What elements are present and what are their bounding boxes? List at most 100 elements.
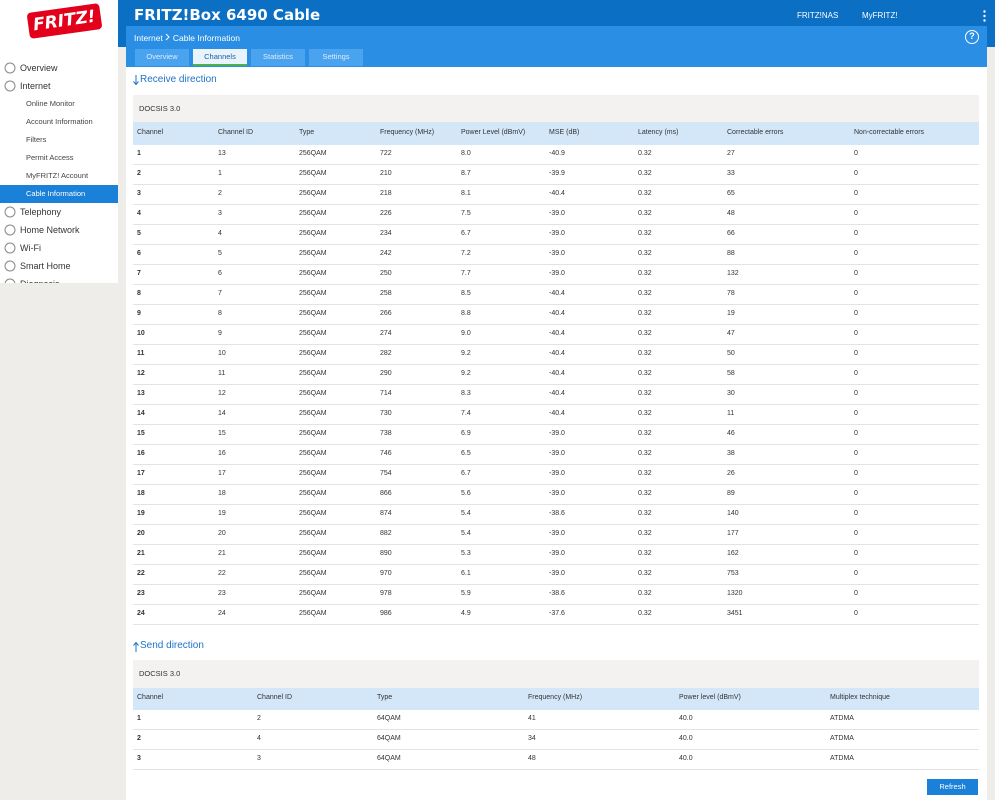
table-cell: 290 [380, 370, 392, 377]
column-header: Power level (dBmV) [679, 694, 741, 701]
table-cell: 9.0 [461, 330, 471, 337]
table-cell: -40.4 [549, 290, 565, 297]
refresh-button[interactable]: Refresh [927, 779, 978, 795]
column-header: Frequency (MHz) [528, 694, 583, 701]
table-cell: 9.2 [461, 370, 471, 377]
table-cell: 26 [727, 470, 735, 477]
table-cell: 256QAM [299, 270, 327, 277]
table-cell: 890 [380, 550, 392, 557]
table-row: 3 2 256QAM 218 8.1 -40.4 0.32 65 0 [133, 185, 979, 205]
column-header: Channel ID [218, 128, 254, 136]
table-cell: 8.7 [461, 170, 471, 177]
breadcrumb-item[interactable]: Internet [134, 33, 163, 43]
nav-item[interactable]: Overview [0, 59, 118, 77]
top-link[interactable]: FRITZ!NAS [797, 11, 839, 20]
table-cell: 970 [380, 570, 392, 577]
table-cell: 64QAM [377, 715, 401, 722]
table-cell: -39.0 [549, 550, 565, 557]
table-cell: 18 [218, 490, 226, 497]
table-cell: 89 [727, 490, 735, 497]
logo[interactable]: FRITZ! [26, 3, 103, 39]
table-cell: 9 [218, 330, 222, 337]
menu-icon[interactable] [983, 10, 986, 22]
table-row: 24 24 256QAM 986 4.9 -37.6 0.32 3451 0 [133, 605, 979, 625]
help-button[interactable]: ? [965, 30, 979, 44]
table-cell: -39.0 [549, 250, 565, 257]
table-cell: 730 [380, 410, 392, 417]
table-cell: 19 [137, 510, 145, 517]
table-cell: 6.9 [461, 430, 471, 437]
logo-area: FRITZ! [0, 0, 118, 47]
table-cell: 266 [380, 310, 392, 317]
nav-item[interactable]: Telephony [0, 203, 118, 221]
table-cell: 1 [137, 150, 141, 157]
nav-item[interactable]: Diagnosis [0, 275, 118, 283]
table-cell: 4 [218, 230, 222, 237]
table-cell: 3 [218, 210, 222, 217]
column-header: Correctable errors [727, 128, 784, 136]
section-subtitle: DOCSIS 3.0 [133, 660, 979, 688]
table-cell: 0.32 [638, 310, 652, 317]
tab[interactable]: Settings [309, 49, 363, 66]
table-cell: -39.0 [549, 450, 565, 457]
table-header: Channel Channel ID Type Frequency (MHz) Powe… [133, 688, 979, 710]
nav-item[interactable]: Permit Access [26, 153, 74, 162]
nav-item[interactable]: Cable Information [0, 185, 118, 203]
table-cell: -38.6 [549, 510, 565, 517]
table-cell: 23 [218, 590, 226, 597]
table-cell: 256QAM [299, 370, 327, 377]
table-cell: ATDMA [830, 735, 854, 742]
breadcrumb: Internet Cable Information [134, 33, 240, 43]
nav-item[interactable]: Wi-Fi [0, 239, 118, 257]
table-cell: 47 [727, 330, 735, 337]
table-cell: -39.0 [549, 270, 565, 277]
table-cell: -40.4 [549, 350, 565, 357]
table-cell: 274 [380, 330, 392, 337]
table-cell: 19 [727, 310, 735, 317]
tab[interactable]: Overview [135, 49, 189, 66]
table-row: 12 11 256QAM 290 9.2 -40.4 0.32 58 0 [133, 365, 979, 385]
table-row: 15 15 256QAM 738 6.9 -39.0 0.32 46 0 [133, 425, 979, 445]
table-cell: 753 [727, 570, 739, 577]
table-cell: 4 [257, 735, 261, 742]
table-cell: 0 [854, 390, 858, 397]
breadcrumb-item: Cable Information [172, 33, 240, 43]
table-cell: 13 [218, 150, 226, 157]
table-cell: 132 [727, 270, 739, 277]
table-cell: 33 [727, 170, 735, 177]
table-row: 19 19 256QAM 874 5.4 -38.6 0.32 140 0 [133, 505, 979, 525]
nav-item[interactable]: Account Information [26, 117, 93, 126]
table-cell: 256QAM [299, 290, 327, 297]
table-cell: 2 [137, 170, 141, 177]
table-cell: 162 [727, 550, 739, 557]
table-cell: 88 [727, 250, 735, 257]
top-link[interactable]: MyFRITZ! [862, 11, 898, 20]
tab[interactable]: Statistics [251, 49, 305, 66]
nav-item[interactable]: Online Monitor [26, 99, 75, 108]
column-header: Power Level (dBmV) [461, 128, 526, 136]
table-cell: 8.0 [461, 150, 471, 157]
nav-item[interactable]: Home Network [0, 221, 118, 239]
table-cell: 6 [137, 250, 141, 257]
nav-icon [4, 62, 16, 74]
table-cell: 8.3 [461, 390, 471, 397]
table-cell: 13 [137, 390, 145, 397]
table-row: 13 12 256QAM 714 8.3 -40.4 0.32 30 0 [133, 385, 979, 405]
table-cell: 256QAM [299, 470, 327, 477]
table-cell: 11 [218, 370, 226, 377]
table-cell: 7.4 [461, 410, 471, 417]
table-cell: 6.5 [461, 450, 471, 457]
table-cell: -39.0 [549, 490, 565, 497]
tab[interactable]: Channels [193, 49, 247, 66]
nav-item[interactable]: MyFRITZ! Account [26, 171, 89, 180]
table-cell: 0.32 [638, 490, 652, 497]
table-cell: 0 [854, 230, 858, 237]
nav-item[interactable]: Internet [0, 77, 118, 95]
nav-item[interactable]: Filters [26, 135, 47, 144]
nav-item[interactable]: Smart Home [0, 257, 118, 275]
table-cell: 8 [137, 290, 141, 297]
table-cell: 0.32 [638, 450, 652, 457]
table-cell: 5 [137, 230, 141, 237]
table-cell: -39.0 [549, 470, 565, 477]
